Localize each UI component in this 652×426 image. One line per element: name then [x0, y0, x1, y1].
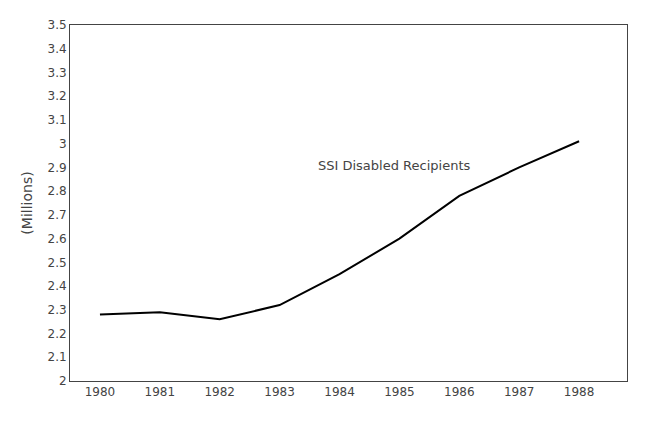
svg-text:2.4: 2.4 [48, 279, 67, 293]
svg-text:3: 3 [59, 137, 67, 151]
svg-text:(Millions): (Millions) [19, 171, 35, 234]
svg-text:2.2: 2.2 [48, 327, 67, 341]
svg-text:1980: 1980 [85, 385, 116, 399]
svg-text:1982: 1982 [204, 385, 235, 399]
svg-text:2.7: 2.7 [48, 208, 67, 222]
svg-text:3.3: 3.3 [48, 66, 67, 80]
svg-text:1986: 1986 [444, 385, 475, 399]
svg-text:3.2: 3.2 [48, 89, 67, 103]
svg-text:2.1: 2.1 [48, 350, 67, 364]
svg-text:2.6: 2.6 [48, 232, 67, 246]
svg-text:2.5: 2.5 [48, 256, 67, 270]
svg-text:2.9: 2.9 [48, 161, 67, 175]
svg-text:1983: 1983 [264, 385, 295, 399]
svg-text:3.1: 3.1 [48, 113, 67, 127]
svg-text:3.5: 3.5 [48, 18, 67, 32]
svg-text:1988: 1988 [564, 385, 595, 399]
svg-text:1987: 1987 [504, 385, 535, 399]
svg-text:2: 2 [59, 374, 67, 388]
svg-text:1981: 1981 [145, 385, 176, 399]
svg-text:2.8: 2.8 [48, 184, 67, 198]
svg-text:3.4: 3.4 [48, 42, 67, 56]
svg-text:1984: 1984 [324, 385, 355, 399]
svg-text:1985: 1985 [384, 385, 415, 399]
svg-text:2.3: 2.3 [48, 303, 67, 317]
svg-text:SSI Disabled Recipients: SSI Disabled Recipients [318, 158, 470, 173]
